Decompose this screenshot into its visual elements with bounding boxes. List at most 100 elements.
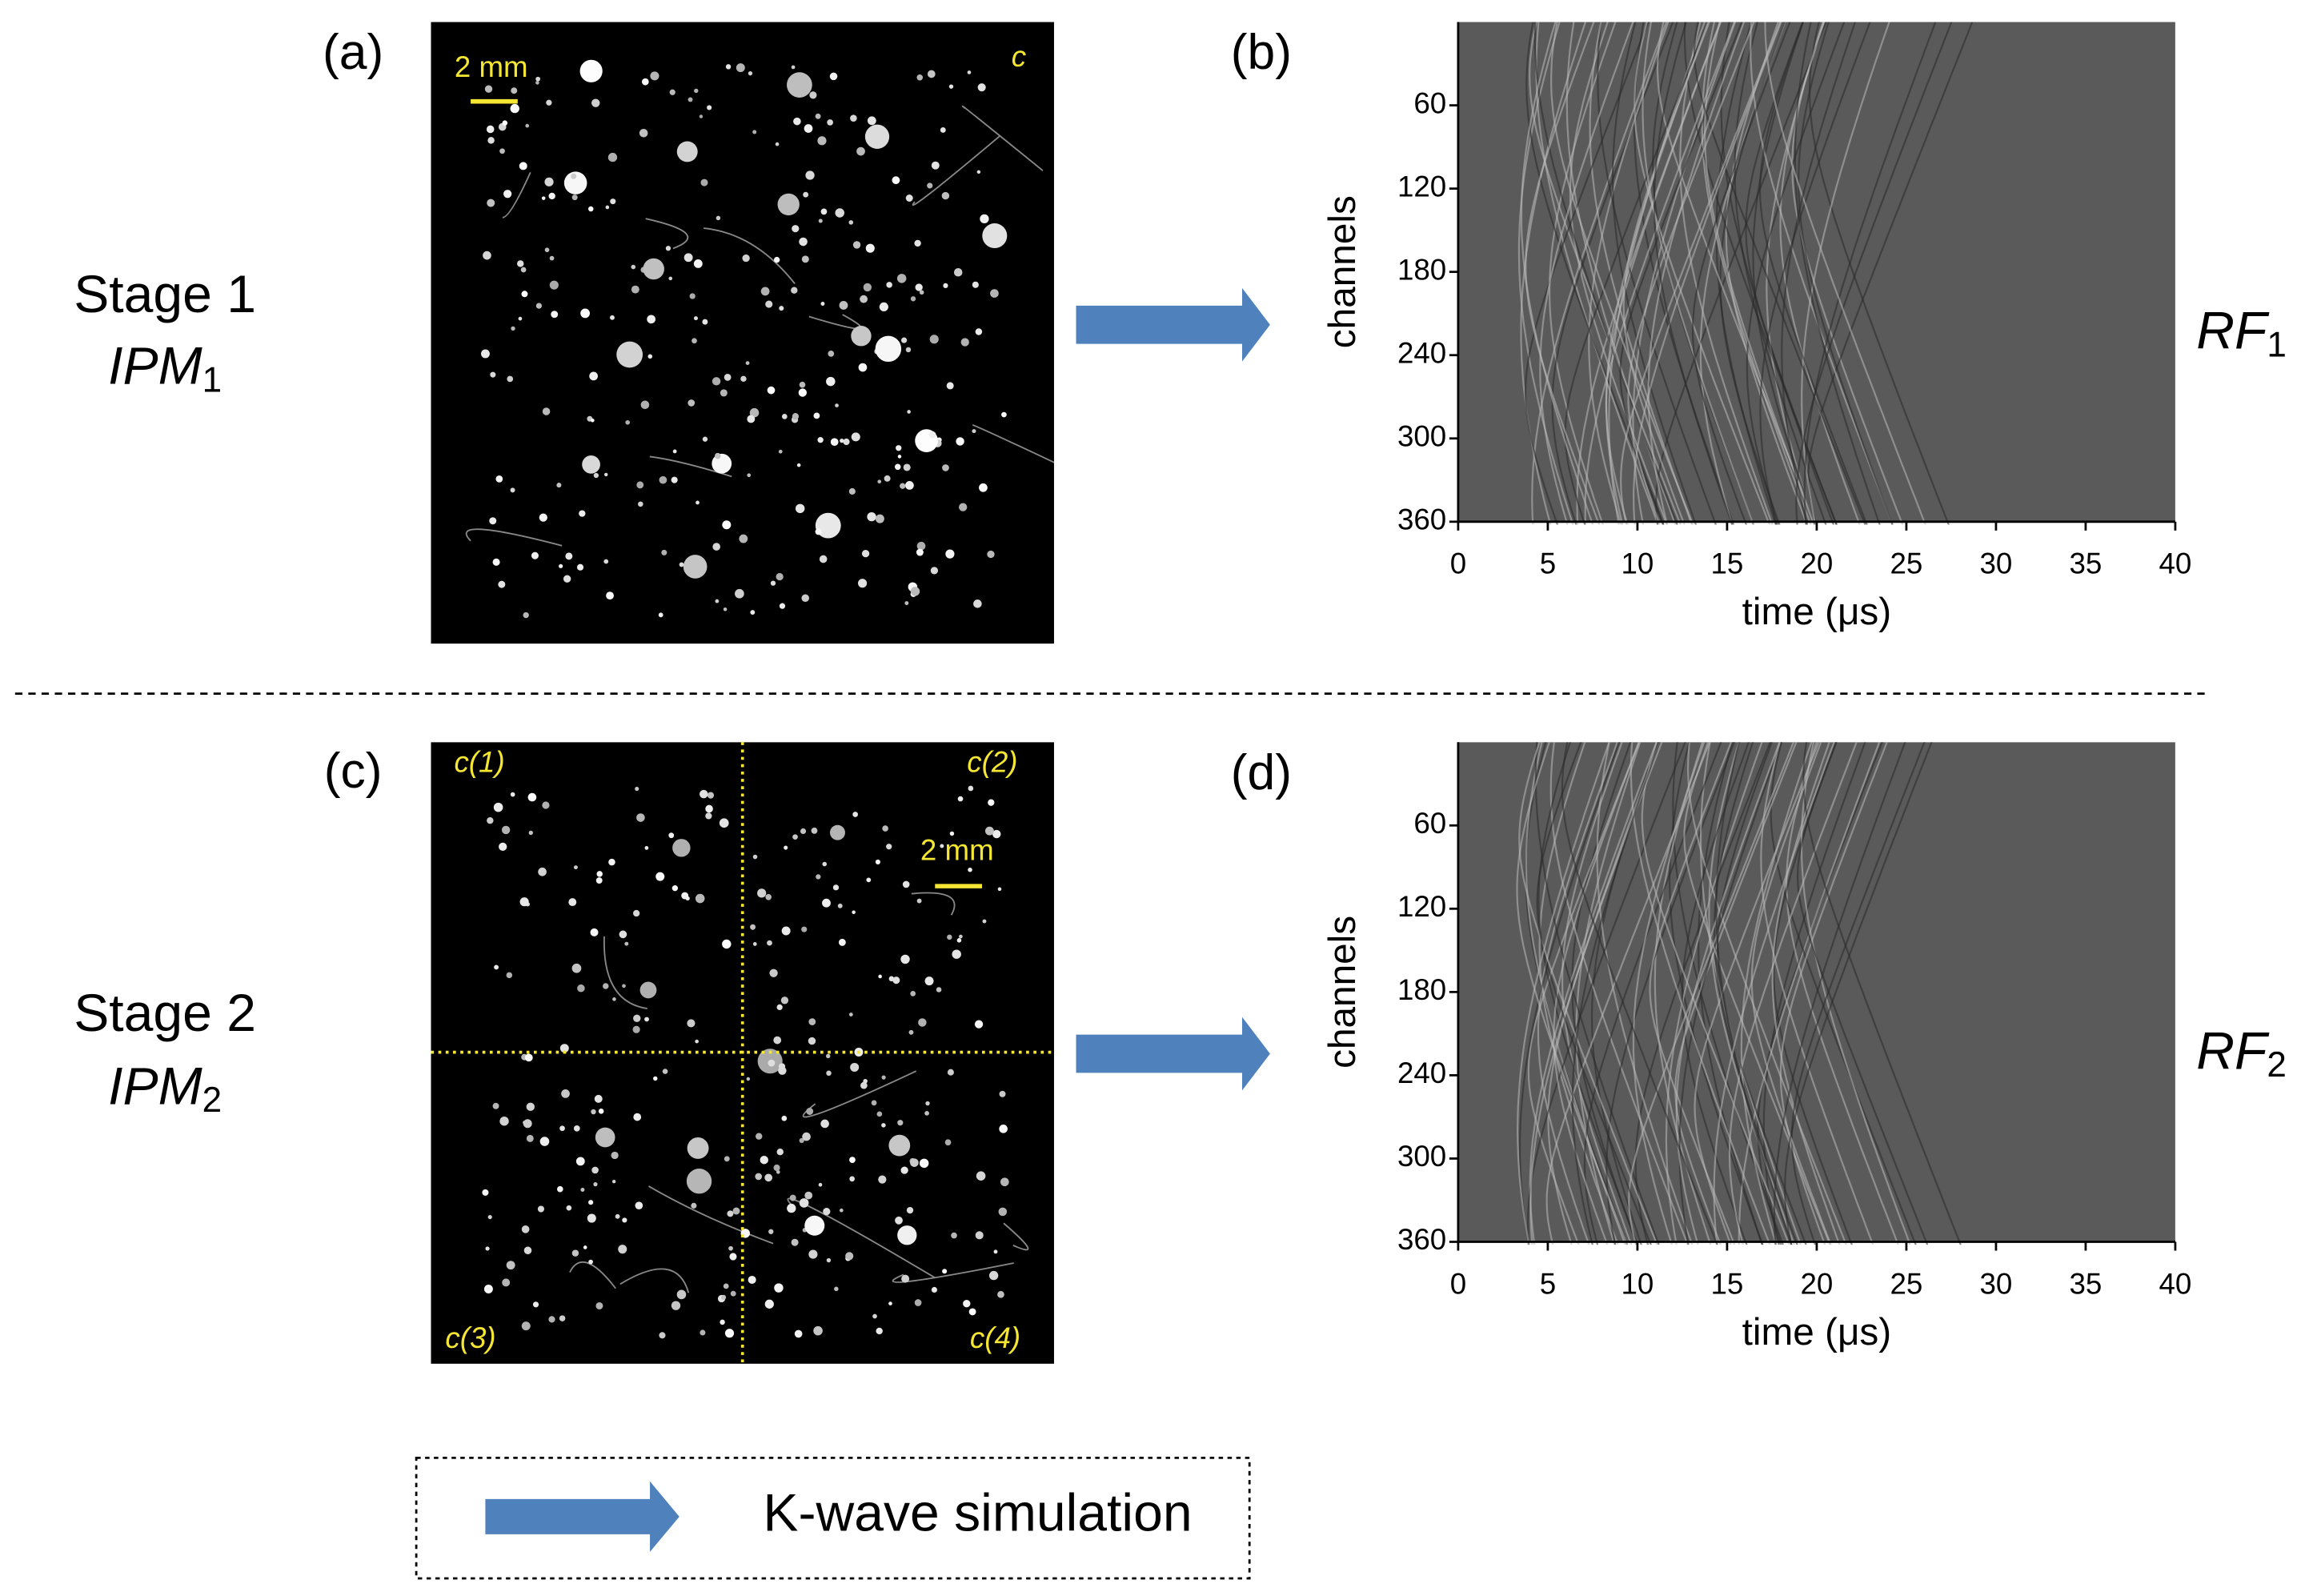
particle: [750, 610, 756, 615]
particle: [972, 281, 979, 288]
particle: [506, 1261, 515, 1270]
particle: [764, 1173, 773, 1182]
wavefront: [1715, 742, 1793, 1245]
particle: [813, 1325, 823, 1336]
particle: [866, 877, 872, 883]
particle: [495, 475, 503, 483]
particle: [579, 510, 586, 517]
particle: [705, 812, 712, 820]
particle: [774, 1283, 784, 1293]
particle: [492, 1102, 499, 1109]
quadrant-label: c(3): [445, 1321, 495, 1354]
particle: [712, 377, 721, 386]
particle: [580, 308, 590, 319]
stage-name: Stage 2: [74, 984, 256, 1043]
x-tick-label: 15: [1710, 1267, 1743, 1300]
wavefront: [1759, 22, 1871, 525]
x-tick-label: 25: [1890, 547, 1922, 580]
particle: [804, 1215, 825, 1236]
x-tick-label: 10: [1621, 1267, 1654, 1300]
particle: [608, 858, 615, 866]
particle: [755, 1133, 763, 1140]
particle: [699, 114, 704, 118]
particle: [827, 119, 833, 126]
particle: [867, 511, 876, 522]
particle: [998, 1207, 1008, 1217]
particle: [900, 483, 906, 489]
model: IPM: [108, 1057, 202, 1117]
fiber: [619, 1268, 690, 1293]
particle: [765, 300, 773, 308]
particle: [563, 171, 587, 194]
y-tick-label: 120: [1397, 170, 1446, 203]
particle: [598, 1109, 604, 1114]
particle: [749, 407, 760, 418]
legend-text: K-wave simulation: [763, 1483, 1192, 1542]
fiber: [645, 218, 689, 250]
particle: [528, 830, 533, 836]
particle: [487, 137, 495, 144]
x-tick-label: 5: [1540, 1267, 1556, 1300]
y-tick-label: 300: [1397, 419, 1446, 452]
particle: [695, 893, 705, 904]
particle: [816, 874, 821, 880]
wavefront: [1529, 22, 1682, 525]
particle: [501, 825, 511, 835]
particle: [520, 267, 527, 273]
particle: [591, 1109, 596, 1115]
heatmap: [1457, 742, 2175, 1245]
y-axis-title: channels: [1321, 916, 1364, 1069]
particle: [1000, 1177, 1009, 1186]
particle: [976, 170, 981, 174]
particle: [748, 1275, 756, 1285]
particle: [777, 193, 800, 216]
particle: [792, 413, 800, 420]
output: RF: [2196, 1022, 2270, 1081]
particle: [487, 198, 495, 207]
particle: [764, 1299, 774, 1309]
particle: [544, 177, 554, 186]
wavefront: [1533, 22, 1678, 525]
particle: [977, 83, 986, 92]
wavefront: [1642, 22, 1755, 525]
particle: [914, 1299, 922, 1306]
fiber: [648, 1185, 774, 1245]
particle: [521, 1321, 531, 1331]
particle: [668, 276, 673, 281]
particle: [959, 503, 968, 511]
particle: [791, 65, 796, 70]
fiber: [911, 892, 956, 916]
particle: [858, 579, 868, 588]
particle: [526, 1102, 535, 1111]
particle: [510, 487, 515, 493]
particle: [720, 389, 728, 397]
particle: [745, 361, 750, 365]
particle: [603, 559, 609, 564]
particle: [826, 1257, 832, 1263]
wavefront: [1807, 22, 1974, 525]
particle: [729, 1253, 737, 1261]
particle: [779, 603, 786, 609]
model-sub: 1: [202, 360, 222, 399]
wavefront: [1611, 22, 1698, 525]
particle: [535, 76, 541, 82]
particle: [979, 483, 988, 492]
particle: [647, 354, 653, 359]
quadrant-label: c(4): [970, 1321, 1020, 1354]
particle: [850, 1062, 860, 1072]
y-tick-label: 120: [1397, 890, 1446, 923]
particle: [975, 1231, 984, 1240]
particle: [988, 1270, 999, 1281]
particle: [802, 1132, 811, 1141]
heatmap: [1457, 22, 2175, 525]
particle: [705, 804, 713, 813]
particle: [972, 429, 976, 434]
particle: [946, 382, 954, 390]
particle: [819, 555, 828, 563]
particle: [487, 1214, 492, 1220]
particle: [526, 1134, 534, 1142]
particle: [760, 1155, 768, 1165]
wavefront: [1653, 22, 1734, 525]
particle: [799, 381, 806, 388]
particle: [916, 541, 926, 551]
